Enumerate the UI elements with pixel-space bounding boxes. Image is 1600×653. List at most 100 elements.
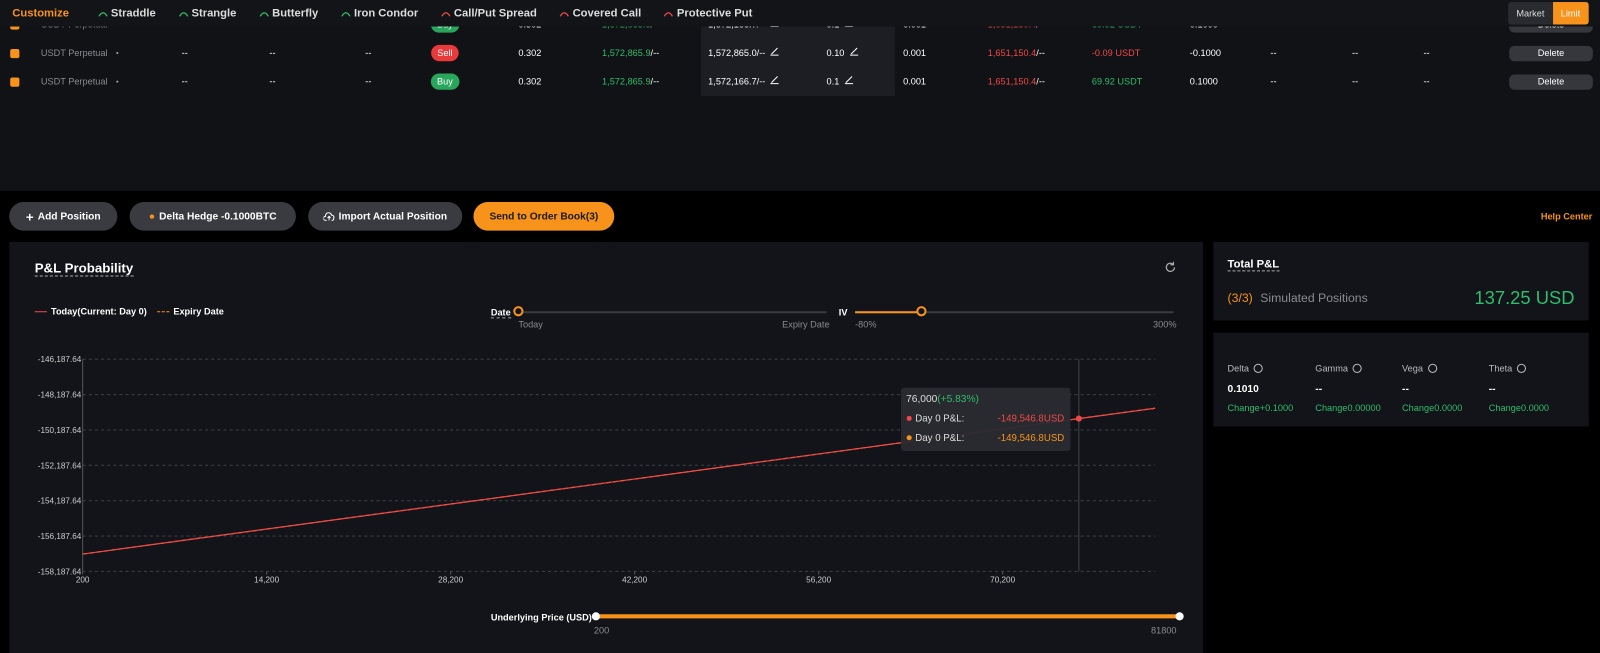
hover-point <box>1075 415 1082 422</box>
button-label: Send to Order Book(3) <box>489 210 599 222</box>
cell-part: 1,572,865.9 <box>602 76 651 87</box>
iv-knob[interactable] <box>916 306 927 317</box>
strategy-tab[interactable]: Strangle <box>178 7 236 19</box>
iv-min: -80% <box>855 319 877 330</box>
legend-swatch <box>34 310 47 312</box>
cell-text: 0.302 <box>518 76 542 87</box>
greek-label: Delta <box>1227 363 1249 374</box>
price-range-max: 81800 <box>1150 625 1177 636</box>
cell-text: Delete <box>1537 76 1565 87</box>
cell: 0.302 <box>518 72 541 90</box>
legend-item[interactable]: Today(Current: Day 0) <box>34 306 147 316</box>
tab-icon <box>441 12 451 17</box>
tooltip-label: Day 0 P&L: <box>915 413 964 424</box>
cell: -- <box>365 72 371 90</box>
cell[interactable]: 1,572,865.0/-- <box>708 44 779 62</box>
cell: 69.92 USDT <box>1092 72 1143 90</box>
cell: 1,572,865.9/-- <box>602 72 659 90</box>
edit-icon <box>770 47 779 56</box>
strategy-tab[interactable]: Straddle <box>98 7 156 19</box>
cell: USDT Perpetual <box>41 72 108 90</box>
greek-change: Change0.00000 <box>1315 403 1381 414</box>
row-checkbox[interactable] <box>10 77 20 87</box>
cell[interactable]: 1,572,166.7/-- <box>708 72 779 90</box>
simulated-label: Simulated Positions <box>1260 290 1368 306</box>
cell-text: -- <box>1352 47 1359 59</box>
tab-icon <box>341 12 351 17</box>
delta-hedge-button[interactable]: ● Delta Hedge -0.1000BTC <box>129 202 296 231</box>
send-order-book-button[interactable]: Send to Order Book(3) <box>473 202 615 231</box>
legend-item[interactable]: Expiry Date <box>156 306 224 316</box>
cell-text: 0.001 <box>903 47 927 59</box>
cell-text: 0.001 <box>903 76 927 87</box>
cell: -- <box>1270 44 1276 62</box>
price-range-knob[interactable] <box>1175 612 1184 621</box>
edit-icon <box>849 47 858 56</box>
cell-text: 0.10 <box>826 47 845 59</box>
cell-part: /-- <box>1036 47 1045 59</box>
cell[interactable]: 0.10 <box>827 44 859 62</box>
cell: -- <box>1352 44 1358 62</box>
cell: 0.302 <box>518 44 541 62</box>
x-tick-label: 200 <box>76 576 90 585</box>
cell-text: -- <box>181 76 188 87</box>
cell: -0.09 USDT <box>1092 44 1140 62</box>
total-pl-panel: Total P&L (3/3) Simulated Positions 137.… <box>1213 241 1589 321</box>
import-position-button[interactable]: Import Actual Position <box>308 202 463 231</box>
delete-button[interactable]: Delete <box>1509 45 1593 62</box>
strategy-tab[interactable]: Covered Call <box>559 7 641 19</box>
cell-text: 0.1 <box>826 76 840 87</box>
help-link[interactable]: Help Center <box>1540 211 1593 222</box>
row-checkbox[interactable] <box>10 48 20 59</box>
price-range-label: Underlying Price (USD) <box>490 612 592 623</box>
greeks-panel: Delta 0.1010 Change+0.1000 Gamma -- Change0.0… <box>1213 332 1589 427</box>
cell-part: 1,651,150.4 <box>987 47 1037 59</box>
cell-text: 0.1000 <box>1189 76 1218 87</box>
add-position-button[interactable]: + Add Position <box>9 202 118 231</box>
greek-value: -- <box>1488 383 1496 395</box>
strategy-tab[interactable]: Customize <box>12 7 69 19</box>
cell-text: 1,572,865.0/-- <box>708 47 766 59</box>
price-range-knob[interactable] <box>591 612 601 621</box>
price-range-min: 200 <box>593 625 610 636</box>
greek-value: -- <box>1315 383 1323 395</box>
greek-value: -- <box>1402 383 1409 395</box>
tab-icon <box>559 12 570 17</box>
order-type[interactable]: Market <box>1516 8 1545 19</box>
date-knob[interactable] <box>513 306 524 317</box>
help-icon <box>1427 363 1437 373</box>
cell: -- <box>182 72 188 90</box>
greek-name: Delta <box>1228 363 1264 373</box>
cell-text: -- <box>1270 76 1277 87</box>
total-pl-title: Total P&L <box>1227 258 1280 272</box>
order-type[interactable]: Limit <box>1552 2 1589 25</box>
icon-line <box>770 76 779 85</box>
cell-text: Buy <box>436 76 453 87</box>
tab-label: Strangle <box>191 7 237 20</box>
refresh-icon[interactable] <box>1163 260 1177 274</box>
delete-button[interactable]: Delete <box>1509 74 1593 90</box>
cell-text: -- <box>269 76 276 87</box>
icon-line <box>98 12 108 17</box>
greek-value: 0.1010 <box>1227 383 1259 395</box>
icon-line <box>770 47 779 56</box>
strategy-tab[interactable]: Protective Put <box>664 7 752 19</box>
strategy-tab[interactable]: Butterfly <box>259 7 318 19</box>
help-icon <box>1516 363 1527 373</box>
y-tick-label: -158,187.64 <box>38 567 82 576</box>
y-tick-label: -152,187.64 <box>38 461 82 470</box>
strategy-tab[interactable]: Iron Condor <box>341 7 418 19</box>
icon-circle <box>1516 363 1527 373</box>
cell[interactable]: 0.1 <box>827 72 854 90</box>
strategy-tab[interactable]: Call/Put Spread <box>441 7 537 19</box>
cell: -- <box>269 72 275 90</box>
row-dot <box>116 52 119 55</box>
icon-line <box>341 12 351 17</box>
cell-text: -0.1000 <box>1189 47 1221 59</box>
date-max: Expiry Date <box>782 319 830 330</box>
tooltip-title: 76,000(+5.83%) <box>906 394 979 405</box>
y-tick-label: -148,187.64 <box>38 391 82 400</box>
iv-fill <box>855 311 922 314</box>
cell-text: 0.302 <box>518 47 542 59</box>
